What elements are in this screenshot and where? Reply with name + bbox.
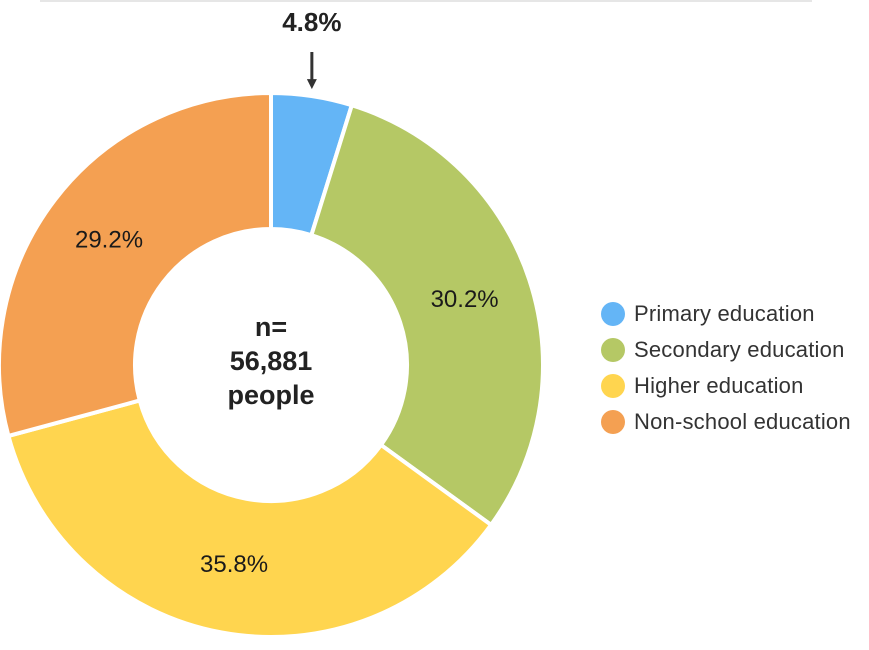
top-divider bbox=[40, 0, 812, 2]
legend-label-secondary-education: Secondary education bbox=[634, 337, 845, 362]
legend-item-primary-education: Primary education bbox=[601, 296, 869, 332]
data-label-higher-education: 35.8% bbox=[200, 551, 268, 578]
data-label-secondary-education: 30.2% bbox=[431, 286, 499, 313]
center-text-line-1: n= bbox=[255, 312, 287, 342]
slice-non-school-education bbox=[0, 91, 273, 438]
slices-group bbox=[0, 91, 545, 639]
legend-swatch-primary-education bbox=[601, 302, 625, 326]
center-annotation: n= 56,881 people bbox=[227, 312, 314, 410]
labels-group: 4.8% 30.2% 35.8% 29.2% bbox=[75, 7, 499, 578]
legend-label-non-school-education: Non-school education bbox=[634, 409, 851, 434]
legend-item-secondary-education: Secondary education bbox=[601, 332, 869, 368]
legend: Primary education Secondary education Hi… bbox=[601, 296, 869, 440]
data-label-non-school-education: 29.2% bbox=[75, 226, 143, 253]
legend-swatch-higher-education bbox=[601, 374, 625, 398]
legend-item-higher-education: Higher education bbox=[601, 368, 869, 404]
data-label-primary-education: 4.8% bbox=[282, 7, 341, 37]
legend-label-primary-education: Primary education bbox=[634, 301, 815, 326]
legend-item-non-school-education: Non-school education bbox=[601, 404, 869, 440]
legend-swatch-secondary-education bbox=[601, 338, 625, 362]
center-text-line-3: people bbox=[227, 380, 314, 410]
center-text-line-2: 56,881 bbox=[230, 346, 313, 376]
legend-swatch-non-school-education bbox=[601, 410, 625, 434]
legend-label-higher-education: Higher education bbox=[634, 373, 804, 398]
slice-secondary-education bbox=[309, 103, 545, 527]
slice-higher-education bbox=[6, 398, 494, 639]
